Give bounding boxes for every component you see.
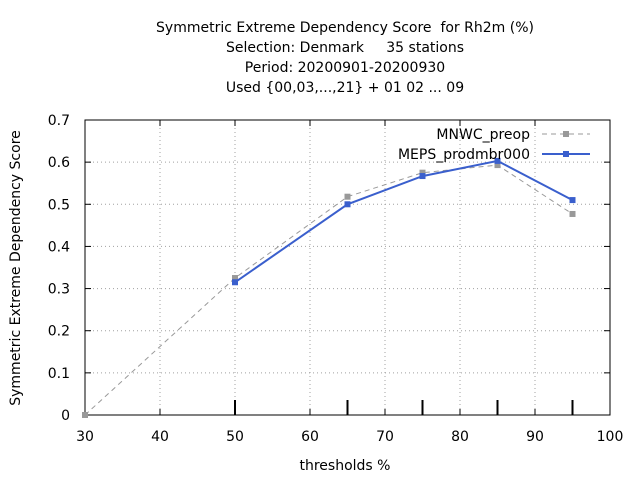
data-point (232, 275, 238, 282)
plot-frame (84, 119, 611, 416)
x-tick-label: 40 (151, 429, 169, 445)
data-point (82, 412, 88, 418)
series (82, 157, 576, 418)
data-point (344, 201, 351, 208)
y-tick-label: 0.6 (48, 155, 70, 171)
y-tick-label: 0.3 (48, 282, 70, 298)
title-line-2: Selection: Denmark 35 stations (225, 40, 465, 56)
y-tick-label: 0.7 (48, 113, 70, 129)
legend-marker (563, 131, 569, 137)
y-tick-label: 0 (61, 408, 70, 424)
threshold-markers (234, 400, 574, 415)
series-line-MNWC_preop (84, 164, 573, 416)
data-point (344, 193, 351, 200)
data-point (232, 279, 238, 286)
x-axis-title: thresholds % (300, 458, 391, 474)
y-tick-label: 0.5 (48, 197, 70, 213)
legend: MNWC_preop MEPS_prodmbr000 (398, 127, 590, 163)
title-line-1: Symmetric Extreme Dependency Score for R… (156, 20, 534, 36)
data-point (494, 157, 501, 164)
x-tick-label: 30 (76, 429, 94, 445)
y-tick-label: 0.1 (48, 366, 70, 382)
legend-label: MNWC_preop (436, 127, 530, 143)
x-tick-label: 80 (451, 429, 469, 445)
x-tick-label: 100 (597, 429, 624, 445)
title-line-4: Used {00,03,...,21} + 01 02 ... 09 (225, 80, 465, 96)
data-point (569, 210, 576, 217)
legend-label: MEPS_prodmbr000 (398, 147, 530, 163)
axis-ticks: 0 0.1 0.2 0.3 0.4 0.5 0.6 0.7 30 40 50 60 70 80 90 100 (48, 113, 624, 445)
data-point (419, 169, 426, 176)
legend-marker (563, 151, 569, 157)
title-line-3: Period: 20200901-20200930 (244, 60, 446, 76)
x-tick-label: 60 (301, 429, 319, 445)
x-tick-label: 90 (526, 429, 544, 445)
data-point (494, 162, 501, 169)
grid (85, 120, 610, 415)
y-tick-label: 0.4 (48, 239, 70, 255)
y-axis-title: Symmetric Extreme Dependency Score (8, 130, 24, 406)
x-tick-label: 50 (226, 429, 244, 445)
data-point (569, 197, 576, 204)
y-tick-label: 0.2 (48, 324, 70, 340)
x-tick-label: 70 (376, 429, 394, 445)
data-point (419, 173, 426, 180)
chart-title: Symmetric Extreme Dependency Score for R… (0, 18, 640, 98)
